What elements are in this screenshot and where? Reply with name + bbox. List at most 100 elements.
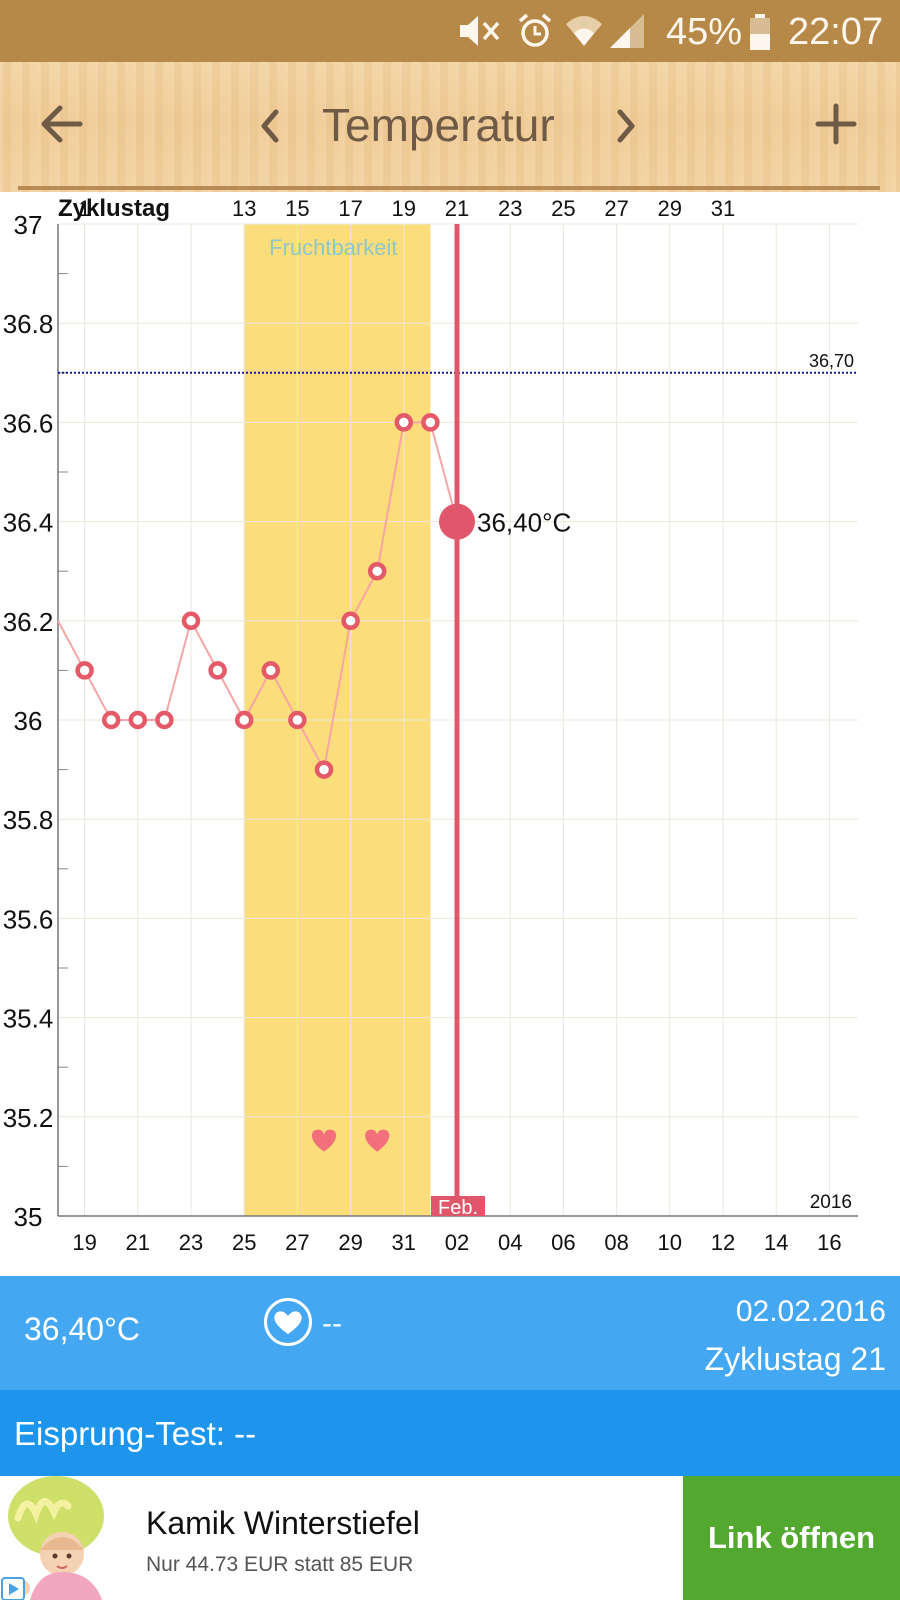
y-tick-label: 35	[14, 1202, 43, 1232]
battery-icon	[748, 14, 772, 55]
mute-icon	[456, 12, 504, 55]
y-tick-label: 36	[14, 706, 43, 736]
y-tick-label: 35.6	[3, 904, 54, 934]
cycle-day-tick-label: 27	[604, 196, 628, 221]
temperature-point	[367, 561, 387, 581]
heart-marker	[365, 1129, 390, 1152]
temperature-point	[288, 710, 307, 730]
x-tick-label: 16	[817, 1230, 841, 1255]
month-label: Feb.	[438, 1197, 478, 1219]
x-tick-label: 04	[498, 1230, 522, 1255]
y-tick-label: 36.4	[3, 508, 54, 538]
x-tick-label: 14	[764, 1230, 788, 1255]
x-tick-label: 21	[126, 1230, 150, 1255]
ovulation-test-row[interactable]: Eisprung-Test: --	[0, 1390, 900, 1476]
cycle-day-tick-label: 17	[338, 196, 362, 221]
chevron-right-icon	[617, 109, 635, 143]
x-tick-label: 06	[551, 1230, 575, 1255]
y-tick-label: 35.2	[3, 1103, 54, 1133]
temperature-series-line	[57, 421, 458, 773]
wifi-icon	[564, 12, 604, 55]
y-tick-label: 35.4	[3, 1004, 54, 1034]
cycle-day-tick-label: 15	[285, 196, 309, 221]
info-panel: 36,40°C -- 02.02.2016 Zyklustag 21	[0, 1276, 900, 1390]
fertile-window-label: Fruchtbarkeit	[269, 235, 397, 260]
reference-line-label: 36,70	[809, 351, 854, 371]
status-bar: 45% 22:07	[0, 0, 900, 62]
y-tick-label: 36.2	[3, 607, 54, 637]
selected-cycle-day: Zyklustag 21	[704, 1341, 886, 1377]
x-tick-label: 29	[338, 1230, 362, 1255]
cycle-day-tick-label: 23	[498, 196, 522, 221]
chevron-left-icon	[261, 109, 279, 143]
intercourse-toggle[interactable]	[264, 1298, 312, 1346]
temperature-point	[394, 413, 414, 432]
x-tick-label: 23	[179, 1230, 203, 1255]
x-tick-label: 25	[232, 1230, 256, 1255]
page-title: Temperatur	[322, 99, 555, 151]
ad-subtitle: Nur 44.73 EUR statt 85 EUR	[146, 1553, 414, 1576]
temperature-point	[208, 661, 227, 680]
clock: 22:07	[788, 11, 884, 53]
temperature-chart[interactable]: Fruchtbarkeit 37 36.8 36.6 36.4 36.2 36 35.8 35.…	[0, 192, 900, 1276]
temperature-point	[155, 710, 174, 730]
heart-marker	[311, 1129, 337, 1152]
ad-banner[interactable]: Kamik Winterstiefel Nur 44.73 EUR statt …	[0, 1476, 900, 1600]
x-tick-label: 10	[658, 1230, 682, 1255]
alarm-icon	[516, 12, 554, 55]
y-tick-label: 36.8	[3, 309, 54, 339]
x-tick-label: 12	[711, 1230, 735, 1255]
ad-image[interactable]	[0, 1476, 130, 1600]
year-label: 2016	[810, 1192, 852, 1213]
cycle-day-tick-label: 13	[232, 196, 256, 221]
ovulation-test-title: Eisprung-Test:	[14, 1415, 225, 1452]
ovulation-test-label: Eisprung-Test: --	[14, 1414, 256, 1454]
y-tick-label: 37	[14, 210, 43, 240]
cycle-day-tick-label: 25	[551, 196, 575, 221]
cycle-day-tick-label: 19	[392, 196, 416, 221]
selected-date: 02.02.2016	[735, 1295, 886, 1328]
temperature-point	[261, 661, 281, 680]
chart-canvas[interactable]: Fruchtbarkeit 37 36.8 36.6 36.4 36.2 36 35.8 35.…	[0, 192, 900, 1276]
arrow-left-icon	[41, 105, 83, 143]
cycle-day-tick-label: 31	[711, 196, 735, 221]
cycle-day-tick-label: 1	[78, 196, 90, 221]
temperature-point	[234, 710, 254, 730]
x-tick-label: 27	[285, 1230, 309, 1255]
ovulation-test-value: --	[234, 1415, 257, 1452]
cycle-day-axis-label: Zyklustag	[58, 195, 170, 222]
plus-icon	[815, 103, 857, 145]
x-tick-label: 02	[445, 1230, 469, 1255]
x-tick-label: 19	[72, 1230, 96, 1255]
battery-percent: 45%	[666, 11, 743, 53]
temperature-point	[314, 760, 334, 779]
intercourse-value: --	[322, 1307, 342, 1340]
heart-icon	[274, 1311, 302, 1334]
cycle-day-tick-label: 29	[658, 196, 682, 221]
next-chart-button[interactable]	[612, 106, 640, 151]
selected-temperature: 36,40°C	[24, 1311, 140, 1347]
ad-open-link-button[interactable]: Link öffnen	[683, 1476, 900, 1600]
selected-point-label: 36,40°C	[477, 508, 571, 538]
ad-title[interactable]: Kamik Winterstiefel	[146, 1505, 420, 1541]
signal-icon	[608, 12, 646, 55]
x-tick-label: 08	[604, 1230, 628, 1255]
temperature-point	[75, 661, 94, 680]
cycle-day-tick-label: 21	[445, 196, 469, 221]
toolbar: Temperatur	[0, 62, 900, 192]
month-marker	[431, 1196, 485, 1216]
temperature-point	[101, 710, 121, 730]
x-tick-label: 31	[392, 1230, 416, 1255]
selected-temperature-point	[439, 503, 475, 540]
temperature-point	[181, 611, 201, 631]
y-tick-label: 36.6	[3, 408, 54, 438]
temperature-point	[421, 413, 440, 432]
temperature-point	[128, 710, 148, 730]
y-tick-label: 35.8	[3, 805, 54, 835]
temperature-point	[341, 611, 360, 631]
toolbar-divider	[18, 186, 880, 190]
back-button[interactable]	[38, 100, 86, 153]
add-entry-button[interactable]	[814, 102, 858, 151]
previous-chart-button[interactable]	[256, 106, 284, 151]
